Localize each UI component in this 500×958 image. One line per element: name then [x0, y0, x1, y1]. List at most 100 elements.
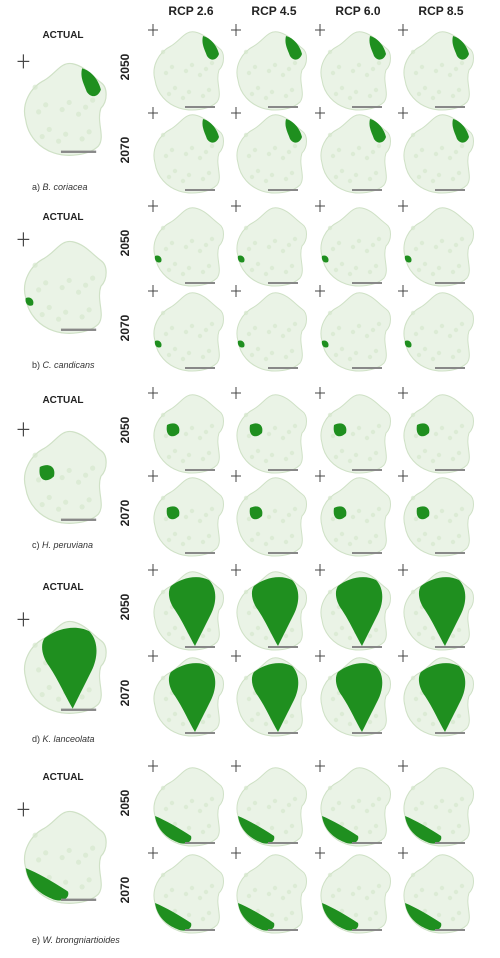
- habitat-area: [321, 255, 329, 263]
- species-caption: b) C. candicans: [32, 360, 95, 370]
- study-area-shape: [236, 477, 307, 557]
- actual-label: ACTUAL: [42, 212, 84, 223]
- actual-map: [14, 230, 122, 338]
- habitat-area: [25, 868, 69, 901]
- scale-bar-icon: [185, 552, 215, 554]
- north-arrow-icon: [315, 760, 325, 772]
- north-arrow-icon: [148, 285, 158, 297]
- habitat-area: [238, 903, 275, 931]
- habitat-area: [168, 663, 216, 732]
- study-area-shape: [403, 854, 474, 934]
- actual-map: [14, 610, 122, 718]
- scenario-map: [395, 198, 487, 290]
- scale-bar-icon: [185, 646, 215, 648]
- scenario-map: [145, 385, 237, 477]
- habitat-area: [285, 119, 302, 143]
- habitat-area: [155, 903, 192, 931]
- study-area-shape: [236, 854, 307, 934]
- scenario-map: [395, 105, 487, 197]
- habitat-area: [335, 663, 383, 732]
- study-area-shape: [236, 292, 307, 372]
- north-arrow-icon: [17, 54, 30, 69]
- scenario-map: [395, 845, 487, 937]
- scenario-map: [312, 468, 404, 560]
- scale-bar-icon: [268, 469, 298, 471]
- study-area-shape: [320, 207, 391, 287]
- year-label: 2070: [118, 136, 132, 164]
- scenario-map: [145, 22, 237, 114]
- scenario-map: [228, 562, 320, 654]
- north-arrow-icon: [148, 200, 158, 212]
- scenario-map: [312, 105, 404, 197]
- scale-bar-icon: [435, 282, 465, 284]
- north-arrow-icon: [398, 285, 408, 297]
- actual-map: [14, 800, 122, 908]
- scenario-map: [395, 283, 487, 375]
- habitat-area: [416, 423, 430, 437]
- scale-bar-icon: [352, 469, 382, 471]
- scenario-map: [228, 22, 320, 114]
- study-area-shape: [24, 240, 107, 334]
- study-area-shape: [403, 477, 474, 557]
- study-area-shape: [320, 767, 391, 847]
- habitat-area: [168, 577, 216, 646]
- habitat-area: [155, 816, 192, 844]
- study-area-shape: [403, 207, 474, 287]
- scale-bar-icon: [352, 367, 382, 369]
- north-arrow-icon: [17, 612, 30, 627]
- scale-bar-icon: [60, 328, 97, 331]
- north-arrow-icon: [315, 650, 325, 662]
- scale-bar-icon: [352, 282, 382, 284]
- study-area-shape: [320, 477, 391, 557]
- habitat-area: [166, 423, 180, 437]
- scale-bar-icon: [185, 367, 215, 369]
- year-label: 2070: [118, 876, 132, 904]
- habitat-area: [251, 577, 299, 646]
- scale-bar-icon: [60, 898, 97, 901]
- study-area-shape: [24, 810, 107, 904]
- habitat-area: [322, 903, 359, 931]
- scenario-map: [228, 105, 320, 197]
- scale-bar-icon: [185, 282, 215, 284]
- year-label: 2070: [118, 679, 132, 707]
- scenario-map: [395, 22, 487, 114]
- scenario-map: [145, 105, 237, 197]
- actual-map: [14, 420, 122, 528]
- north-arrow-icon: [231, 564, 241, 576]
- north-arrow-icon: [315, 285, 325, 297]
- north-arrow-icon: [148, 387, 158, 399]
- actual-map: [14, 52, 122, 160]
- actual-label: ACTUAL: [42, 772, 84, 783]
- scenario-map: [395, 385, 487, 477]
- north-arrow-icon: [398, 564, 408, 576]
- study-area-shape: [403, 767, 474, 847]
- scale-bar-icon: [352, 106, 382, 108]
- scenario-map: [145, 198, 237, 290]
- north-arrow-icon: [398, 847, 408, 859]
- north-arrow-icon: [17, 802, 30, 817]
- north-arrow-icon: [17, 422, 30, 437]
- study-area-shape: [153, 207, 224, 287]
- scale-bar-icon: [435, 367, 465, 369]
- scenario-map: [145, 758, 237, 850]
- scenario-header: RCP 4.5: [251, 4, 297, 18]
- year-label: 2070: [118, 499, 132, 527]
- north-arrow-icon: [231, 107, 241, 119]
- study-area-shape: [236, 394, 307, 474]
- north-arrow-icon: [231, 760, 241, 772]
- study-area-shape: [153, 477, 224, 557]
- habitat-area: [369, 36, 386, 60]
- north-arrow-icon: [315, 564, 325, 576]
- north-arrow-icon: [148, 470, 158, 482]
- habitat-area: [416, 506, 430, 520]
- habitat-area: [81, 68, 101, 97]
- scenario-header: RCP 6.0: [335, 4, 381, 18]
- scenario-header: RCP 8.5: [418, 4, 464, 18]
- study-area-shape: [236, 767, 307, 847]
- habitat-area: [404, 340, 412, 348]
- scale-bar-icon: [60, 150, 97, 153]
- habitat-area: [333, 506, 347, 520]
- scenario-map: [228, 385, 320, 477]
- year-label: 2050: [118, 593, 132, 621]
- habitat-area: [166, 506, 180, 520]
